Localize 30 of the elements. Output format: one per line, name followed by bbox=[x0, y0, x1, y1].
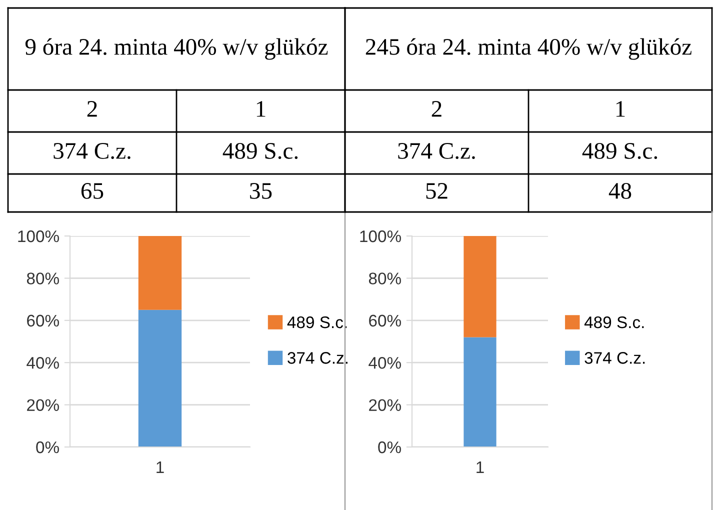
y-tick-label: 20% bbox=[27, 399, 59, 412]
text: 489 S.c. bbox=[222, 142, 298, 160]
text: 52 bbox=[426, 183, 448, 199]
legend-label: 374 C.z. bbox=[288, 352, 348, 364]
y-tick-label: 80% bbox=[26, 272, 59, 284]
chart-title: 9 óra 24. minta 40% w/v glükóz bbox=[25, 38, 328, 60]
y-tick-label: 60% bbox=[27, 314, 59, 327]
y-tick-label: 40% bbox=[368, 357, 401, 369]
y-tick-label: 20% bbox=[369, 399, 401, 412]
y-tick-label: 40% bbox=[26, 357, 59, 369]
text: 374 C.z. bbox=[398, 143, 475, 160]
chart-title: 245 óra 24. minta 40% w/v glükóz bbox=[366, 38, 692, 60]
y-tick-label: 100% bbox=[360, 230, 401, 242]
text: 65 bbox=[81, 183, 104, 199]
legend-label: 374 C.z. bbox=[584, 352, 645, 364]
text: 2 bbox=[87, 101, 97, 117]
y-tick-label: 0% bbox=[378, 441, 401, 454]
y-tick-label: 60% bbox=[369, 314, 401, 327]
text: 1 bbox=[256, 101, 266, 117]
text: 35 bbox=[250, 183, 272, 199]
y-tick-label: 0% bbox=[36, 441, 59, 454]
legend-label: 489 S.c. bbox=[287, 316, 347, 328]
text: 2 bbox=[432, 101, 442, 117]
legend-label: 489 S.c. bbox=[584, 316, 644, 328]
text: 48 bbox=[608, 182, 632, 199]
y-tick-label: 80% bbox=[368, 272, 401, 284]
text: 1 bbox=[616, 101, 625, 117]
y-tick-label: 100% bbox=[18, 230, 59, 242]
text: 489 S.c. bbox=[582, 142, 658, 160]
text: 374 C.z. bbox=[54, 143, 130, 160]
